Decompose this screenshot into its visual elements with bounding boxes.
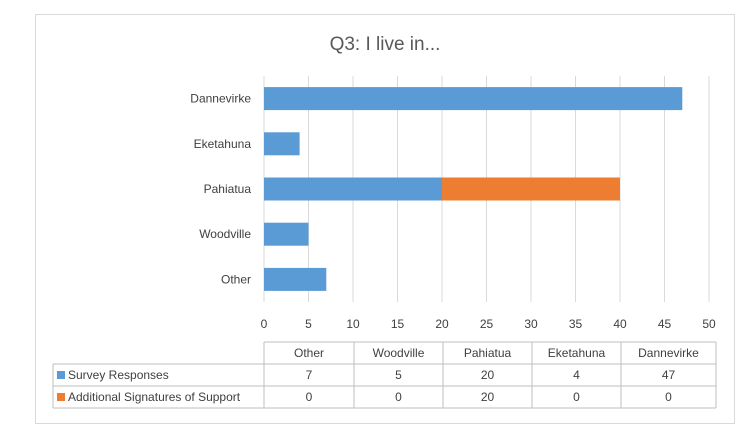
bar-woodville-series-1	[264, 222, 309, 246]
x-tick-label: 0	[261, 317, 268, 331]
x-tick-label: 25	[480, 317, 494, 331]
x-tick-label: 35	[569, 317, 583, 331]
bar-eketahuna-series-1	[264, 132, 300, 156]
x-tick-label: 40	[613, 317, 627, 331]
legend-key	[57, 371, 65, 379]
table-header-cell: Woodville	[373, 346, 425, 360]
table-value-cell: 20	[481, 368, 495, 382]
table-value-cell: 0	[395, 390, 402, 404]
bar-other-series-1	[264, 267, 327, 291]
table-value-cell: 0	[306, 390, 313, 404]
bar-pahiatua-series-1	[264, 177, 442, 201]
x-tick-label: 10	[346, 317, 360, 331]
x-tick-labels: 0 5 10 15 20 25 30 35 40 45 50	[261, 317, 716, 331]
table-header-cell: Dannevirke	[638, 346, 699, 360]
bar-dannevirke-series-1	[264, 87, 683, 111]
category-label: Dannevirke	[190, 92, 251, 106]
chart-frame	[35, 14, 735, 424]
table-value-cell: 4	[573, 368, 580, 382]
category-label: Pahiatua	[204, 182, 252, 196]
table-value-cell: 0	[573, 390, 580, 404]
chart-title: Q3: I live in...	[330, 34, 441, 55]
table-header-cell: Pahiatua	[464, 346, 512, 360]
category-label: Eketahuna	[194, 137, 252, 151]
category-labels: Other Woodville Pahiatua Eketahuna Dannevirk…	[190, 92, 251, 287]
x-tick-label: 50	[702, 317, 716, 331]
table-value-cell: 20	[481, 390, 495, 404]
table-header-cell: Eketahuna	[548, 346, 606, 360]
x-tick-label: 5	[305, 317, 312, 331]
category-label: Woodville	[199, 227, 251, 241]
table-row-label: Survey Responses	[68, 368, 169, 382]
table-row-label: Additional Signatures of Support	[68, 390, 241, 404]
table-value-cell: 47	[662, 368, 676, 382]
bars	[264, 87, 683, 291]
category-label: Other	[221, 272, 251, 286]
x-tick-label: 30	[524, 317, 538, 331]
x-tick-label: 15	[391, 317, 405, 331]
table-value-cell: 7	[306, 368, 313, 382]
legend-key	[57, 393, 65, 401]
table-value-cell: 0	[665, 390, 672, 404]
table-header-cell: Other	[294, 346, 324, 360]
x-tick-label: 45	[658, 317, 672, 331]
table-value-cell: 5	[395, 368, 402, 382]
x-tick-label: 20	[435, 317, 449, 331]
data-table: Other Woodville Pahiatua Eketahuna Dannevirk…	[52, 341, 717, 409]
bar-pahiatua-series-2	[442, 177, 620, 201]
